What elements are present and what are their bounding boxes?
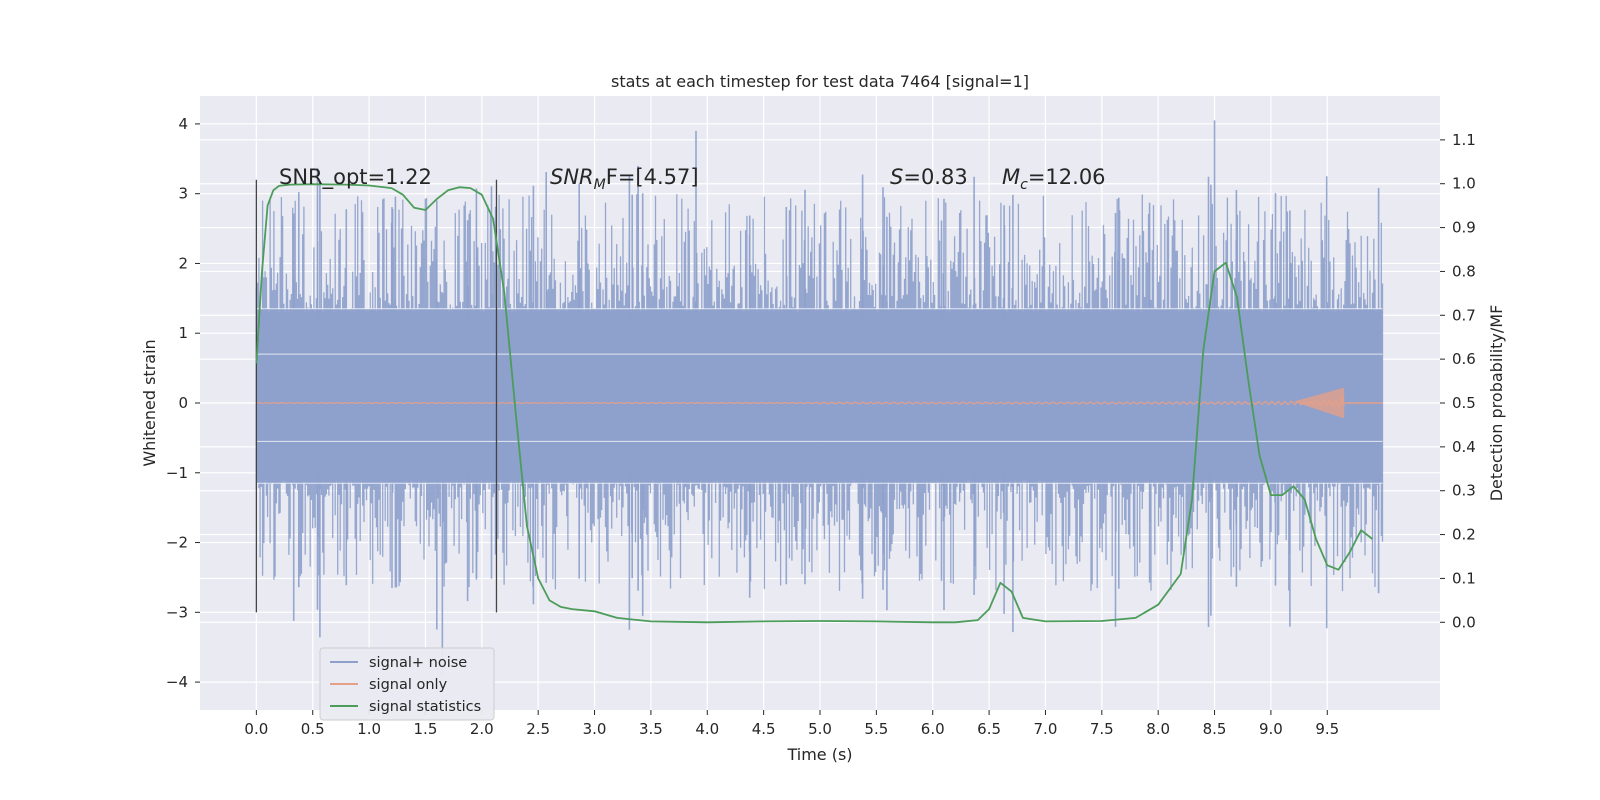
series-signal-statistics	[255, 183, 1373, 624]
x-tick-label: 3.0	[583, 720, 607, 738]
y-axis-left-label: Whitened strain	[140, 339, 159, 466]
y-right-tick-label: 0.8	[1452, 262, 1476, 280]
x-tick-label: 8.5	[1203, 720, 1227, 738]
x-tick-label: 7.0	[1034, 720, 1058, 738]
y-right-tick-label: 1.0	[1452, 175, 1476, 193]
x-tick-label: 0.5	[301, 720, 325, 738]
legend-label-signal-noise: signal+ noise	[369, 655, 467, 671]
y-right-tick-label: 0.4	[1452, 438, 1476, 456]
y-left-tick-label: 4	[178, 115, 188, 133]
y-left-tick-label: −2	[166, 534, 188, 552]
x-tick-label: 2.5	[526, 720, 550, 738]
y-left-tick-label: 0	[178, 394, 188, 412]
y-left-tick-label: 3	[178, 185, 188, 203]
annotation-s-main: S	[890, 165, 903, 189]
x-tick-label: 4.0	[695, 720, 719, 738]
series-signal-only	[256, 387, 1383, 419]
annotation-snr-mf-sub: M	[594, 177, 606, 193]
annotation-snr-mf-main: SNR	[550, 165, 594, 189]
annotation-s-rest: =0.83	[903, 165, 967, 189]
annotation-mc: Mc=12.06	[1002, 165, 1106, 193]
y-axis-left: 4 3 2 1 0 −1 −2 −3 −4	[166, 115, 200, 691]
y-axis-right: 1.1 1.0 0.9 0.8 0.7 0.6 0.5 0.4 0.3 0.2 0.1 0.0	[1440, 131, 1476, 631]
y-right-tick-label: 0.3	[1452, 482, 1476, 500]
signal-trace	[256, 395, 1345, 409]
legend-label-signal-statistics: signal statistics	[369, 699, 481, 715]
y-axis-right-label: Detection probability/MF	[1487, 305, 1506, 502]
y-right-tick-label: 0.1	[1452, 569, 1476, 587]
x-axis: 0.0 0.5 1.0 1.5 2.0 2.5 3.0 3.5 4.0 4.5 5.0 5.5 6.0 6…	[244, 710, 1339, 738]
noise-spikes	[292, 120, 1380, 676]
y-right-tick-label: 0.5	[1452, 394, 1476, 412]
x-tick-label: 9.5	[1315, 720, 1339, 738]
y-right-tick-label: 0.0	[1452, 613, 1476, 631]
statistics-line	[255, 183, 1373, 624]
x-tick-label: 8.0	[1146, 720, 1170, 738]
x-tick-label: 0.0	[244, 720, 268, 738]
annotation-snr-mf: SNRMF=[4.57]	[550, 165, 699, 193]
y-left-tick-label: −1	[166, 464, 188, 482]
annotation-snr-mf-rest: F=[4.57]	[606, 165, 699, 189]
x-tick-label: 1.0	[357, 720, 381, 738]
y-right-tick-label: 1.1	[1452, 131, 1476, 149]
y-left-tick-label: −4	[166, 673, 188, 691]
x-tick-label: 2.0	[470, 720, 494, 738]
annotation-mc-rest: =12.06	[1028, 165, 1106, 189]
legend: signal+ noise signal only signal statist…	[319, 647, 495, 721]
legend-label-signal-only: signal only	[369, 677, 448, 693]
x-tick-label: 6.0	[921, 720, 945, 738]
signal-merger	[1293, 387, 1345, 419]
x-tick-label: 5.0	[808, 720, 832, 738]
x-tick-label: 9.0	[1259, 720, 1283, 738]
x-tick-label: 6.5	[977, 720, 1001, 738]
x-tick-label: 7.5	[1090, 720, 1114, 738]
y-left-tick-label: −3	[166, 603, 188, 621]
annotation-snr-opt: SNR_opt=1.22	[279, 165, 432, 190]
annotation-s: S=0.83	[890, 165, 968, 189]
y-right-tick-label: 0.6	[1452, 350, 1476, 368]
annotation-mc-main: M	[1002, 165, 1020, 189]
x-tick-label: 4.5	[752, 720, 776, 738]
y-left-tick-label: 2	[178, 254, 188, 272]
x-tick-label: 5.5	[864, 720, 888, 738]
legend-box	[319, 647, 495, 721]
y-right-tick-label: 0.2	[1452, 526, 1476, 544]
y-right-tick-label: 0.7	[1452, 306, 1476, 324]
annotation-mc-sub: c	[1020, 177, 1028, 193]
chart-title: stats at each timestep for test data 746…	[611, 72, 1029, 91]
y-right-tick-label: 0.9	[1452, 219, 1476, 237]
vertical-markers	[255, 179, 498, 613]
x-axis-label: Time (s)	[786, 745, 852, 764]
x-tick-label: 1.5	[414, 720, 438, 738]
x-tick-label: 3.5	[639, 720, 663, 738]
y-left-tick-label: 1	[178, 324, 188, 342]
